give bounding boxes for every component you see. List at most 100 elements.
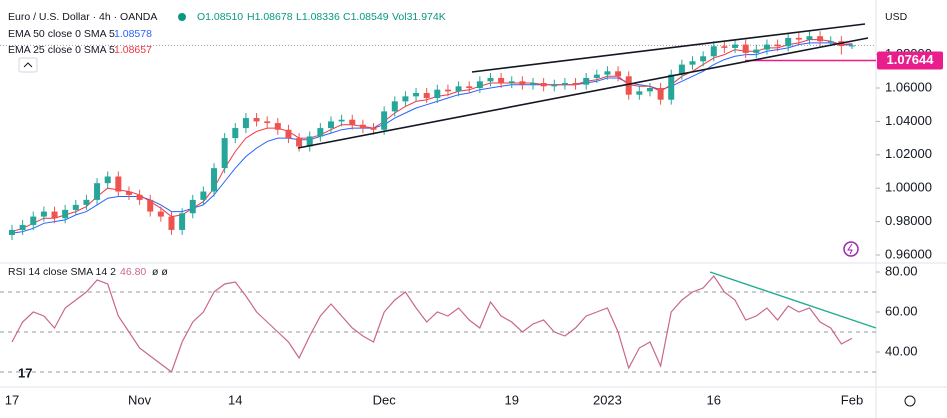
collapse-button[interactable] [18, 57, 38, 73]
candle-body [795, 37, 802, 40]
legend-value: 1.08657 [114, 44, 152, 56]
y-tick-label: 1.06000 [885, 79, 932, 94]
candle-body [359, 124, 366, 129]
x-tick-label: 19 [505, 392, 519, 407]
candle-body [274, 123, 281, 130]
candle-body [646, 88, 653, 92]
y-tick-label: 0.96000 [885, 246, 932, 261]
candle-body [487, 77, 494, 82]
legend-name: EMA 25 close 0 SMA 5 [8, 44, 115, 56]
candle-body [9, 229, 15, 235]
candle-body [296, 138, 303, 147]
alert-bolt [847, 243, 853, 255]
candle-body [338, 119, 345, 122]
x-tick-label: Dec [373, 392, 397, 407]
candle-body [763, 44, 770, 50]
currency-label[interactable]: USD [885, 11, 908, 23]
candle-body [466, 86, 473, 89]
settings-icon[interactable] [904, 395, 916, 407]
candle-body [689, 61, 696, 65]
marker-label-box [877, 51, 943, 70]
symbol-title: Euro / U.S. Dollar · 4h · OANDA [8, 11, 157, 23]
candle-body [434, 89, 441, 99]
y-tick-label: 0.98000 [885, 213, 932, 228]
candle-body [253, 118, 260, 122]
candle-body [508, 81, 515, 83]
candle-body [327, 121, 334, 129]
candle-body [402, 96, 409, 102]
x-tick-label: 14 [228, 392, 242, 407]
x-tick-label: 16 [707, 392, 721, 407]
alert-icon[interactable] [843, 241, 859, 257]
ohlc-value: H1.08678 [247, 11, 293, 23]
candle-body [455, 86, 462, 92]
candle-body [721, 46, 728, 48]
rsi-trendline [709, 271, 877, 329]
candle-body [211, 168, 218, 192]
candle-body [83, 199, 90, 205]
trendline [471, 23, 866, 73]
candle-body [604, 71, 611, 75]
candle-body [423, 93, 430, 99]
y-tick-label: 60.00 [885, 303, 918, 318]
x-tick-label: 17 [5, 392, 19, 407]
candle-body [678, 64, 685, 75]
y-tick-label: 80.00 [885, 263, 918, 278]
candle-body [849, 45, 855, 47]
candle-body [413, 93, 420, 97]
candle-body [115, 176, 122, 192]
ohlc-value: Vol31.974K [392, 11, 446, 23]
trendline [297, 37, 869, 149]
candle-body [370, 128, 377, 130]
candle-body [827, 41, 834, 43]
candle-body [221, 138, 228, 169]
candle-body [572, 82, 579, 85]
y-tick-label: 1.02000 [885, 146, 932, 161]
candle-body [700, 56, 707, 62]
status-dot [178, 13, 186, 21]
plot [0, 31, 876, 373]
legend-name: EMA 50 close 0 SMA 5 [8, 28, 115, 40]
marker-label: 1.07644 [887, 52, 935, 67]
candle-body [498, 77, 505, 83]
candle-body [30, 216, 37, 225]
x-tick-label: Feb [841, 392, 863, 407]
candle-body [189, 199, 196, 214]
candle-body [200, 191, 207, 200]
candle-body [625, 76, 632, 95]
candle-body [104, 176, 111, 184]
legend-value: 1.08578 [114, 28, 152, 40]
candle-body [125, 191, 132, 195]
rsi-last: 46.80 [120, 266, 146, 278]
candle-body [264, 121, 271, 124]
candle-body [136, 194, 143, 200]
candle-body [157, 211, 164, 217]
candle-body [232, 128, 239, 139]
candle-body [668, 74, 675, 100]
candle-body [381, 111, 388, 130]
candle-body [785, 37, 792, 47]
candle-body [94, 183, 101, 200]
logo[interactable]: 17 [18, 365, 32, 380]
rsi-title: RSI 14 close SMA 14 2 [8, 266, 116, 278]
collapse-icon [23, 62, 33, 68]
y-tick-label: 40.00 [885, 343, 918, 358]
candle-body [583, 77, 590, 85]
candle-body [774, 44, 781, 47]
x-tick-label: Nov [128, 392, 152, 407]
x-tick-label: 2023 [593, 392, 622, 407]
candle-body [168, 216, 175, 230]
ohlc-value: L1.08336 [296, 11, 340, 23]
candle-body [19, 224, 26, 230]
candle-body [147, 199, 154, 212]
candle-body [540, 82, 547, 87]
candle-body [72, 204, 79, 210]
candle-body [306, 136, 313, 147]
candle-body [40, 211, 47, 217]
candle-body [710, 46, 717, 57]
rsi-extra: ø ø [152, 266, 168, 278]
candle-body [349, 119, 356, 125]
candle-body [391, 101, 398, 112]
candle-body [530, 82, 537, 85]
